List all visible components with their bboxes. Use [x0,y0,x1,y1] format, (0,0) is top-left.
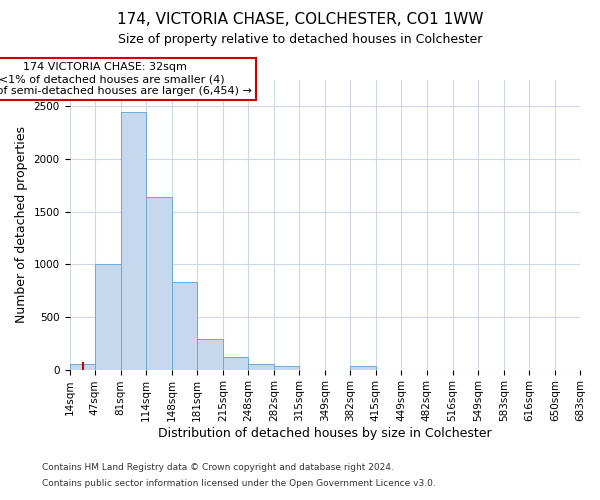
X-axis label: Distribution of detached houses by size in Colchester: Distribution of detached houses by size … [158,427,491,440]
Text: Contains public sector information licensed under the Open Government Licence v3: Contains public sector information licen… [42,478,436,488]
Bar [172,282,197,370]
Bar [248,364,274,370]
Bar [146,197,172,370]
Bar [70,364,95,370]
Text: 174, VICTORIA CHASE, COLCHESTER, CO1 1WW: 174, VICTORIA CHASE, COLCHESTER, CO1 1WW [117,12,483,28]
Bar [223,357,248,370]
Text: Contains HM Land Registry data © Crown copyright and database right 2024.: Contains HM Land Registry data © Crown c… [42,464,394,472]
Bar [197,339,223,370]
Bar [350,366,376,370]
Text: Size of property relative to detached houses in Colchester: Size of property relative to detached ho… [118,32,482,46]
Y-axis label: Number of detached properties: Number of detached properties [15,126,28,324]
Bar [274,366,299,370]
Bar [121,112,146,370]
Text: 174 VICTORIA CHASE: 32sqm
← <1% of detached houses are smaller (4)
>99% of semi-: 174 VICTORIA CHASE: 32sqm ← <1% of detac… [0,62,251,96]
Bar [95,264,121,370]
